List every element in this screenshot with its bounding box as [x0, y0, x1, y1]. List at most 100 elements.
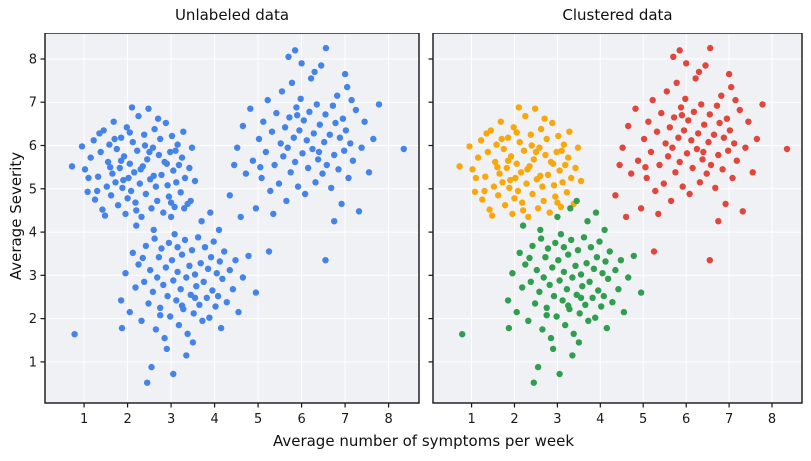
data-point: [173, 179, 180, 186]
data-point: [549, 264, 556, 271]
data-point: [158, 171, 165, 179]
data-point: [601, 226, 608, 234]
data-point: [649, 96, 656, 104]
data-point: [133, 207, 140, 214]
data-point: [104, 158, 112, 166]
data-point: [682, 95, 689, 102]
data-point: [68, 163, 76, 170]
data-point: [168, 132, 176, 140]
data-point: [199, 317, 206, 324]
data-point: [527, 131, 534, 138]
data-point: [506, 184, 513, 192]
data-point: [142, 242, 150, 250]
data-point: [365, 169, 373, 176]
data-point: [587, 244, 595, 251]
data-point: [479, 196, 486, 203]
data-point: [318, 62, 325, 69]
data-point: [148, 363, 155, 371]
data-point: [120, 176, 127, 184]
data-point: [459, 331, 466, 338]
data-point: [498, 135, 505, 143]
data-point: [247, 105, 254, 112]
data-point: [128, 104, 136, 111]
data-point: [536, 144, 543, 151]
data-point: [474, 154, 482, 161]
data-point: [281, 124, 289, 131]
data-point: [736, 106, 743, 114]
data-point: [670, 53, 677, 60]
data-point: [554, 199, 561, 206]
data-point: [180, 128, 187, 135]
data-point: [231, 161, 238, 169]
data-point: [151, 235, 158, 242]
y-tick-label: 3: [29, 269, 37, 284]
data-point: [634, 157, 642, 164]
data-point: [298, 60, 305, 67]
data-point: [144, 379, 151, 386]
data-point: [513, 160, 520, 167]
data-point: [516, 138, 523, 146]
data-point: [642, 164, 649, 171]
data-point: [239, 122, 247, 130]
data-point: [575, 339, 583, 346]
data-point: [349, 157, 357, 164]
data-point: [664, 153, 672, 160]
data-point: [181, 174, 189, 182]
data-point: [496, 170, 503, 177]
data-point: [590, 265, 598, 272]
data-point: [94, 173, 102, 180]
data-point: [553, 313, 560, 320]
data-point: [262, 148, 270, 156]
data-point: [620, 308, 628, 316]
data-point: [141, 278, 148, 285]
data-point: [679, 183, 686, 190]
data-point: [547, 334, 555, 342]
data-point: [126, 129, 133, 136]
data-point: [311, 68, 318, 76]
data-point: [213, 270, 220, 277]
data-point: [148, 205, 155, 212]
data-point: [483, 130, 490, 137]
y-tick-label: 6: [29, 139, 37, 154]
data-point: [181, 205, 188, 212]
data-point: [749, 169, 756, 176]
data-point: [122, 210, 129, 218]
x-tick-label: 5: [254, 412, 262, 427]
data-point: [615, 286, 622, 293]
data-point: [656, 161, 663, 169]
data-point: [628, 170, 635, 177]
data-point: [655, 210, 662, 218]
x-tick-label: 8: [384, 412, 392, 427]
data-point: [268, 128, 276, 135]
data-point: [698, 101, 705, 108]
data-point: [107, 192, 115, 199]
data-point: [563, 189, 571, 196]
data-point: [692, 75, 699, 82]
data-point: [669, 144, 676, 151]
data-point: [696, 179, 704, 186]
data-point: [699, 156, 706, 163]
data-point: [164, 292, 171, 300]
data-point: [703, 170, 710, 177]
data-point: [582, 301, 589, 308]
data-point: [189, 339, 197, 346]
data-point: [596, 238, 603, 245]
x-tick-label: 4: [210, 412, 218, 427]
data-point: [154, 197, 161, 205]
data-point: [632, 105, 639, 112]
data-point: [206, 314, 213, 321]
data-point: [186, 164, 193, 172]
data-point: [600, 292, 607, 300]
data-point: [707, 44, 714, 52]
data-point: [555, 257, 562, 264]
data-point: [537, 235, 545, 242]
data-point: [593, 254, 601, 261]
data-point: [106, 141, 113, 148]
data-point: [127, 187, 135, 195]
data-point: [562, 161, 569, 169]
data-point: [135, 112, 142, 120]
data-point: [710, 131, 718, 138]
data-point: [652, 187, 659, 195]
data-point: [477, 137, 485, 144]
data-point: [519, 284, 526, 291]
